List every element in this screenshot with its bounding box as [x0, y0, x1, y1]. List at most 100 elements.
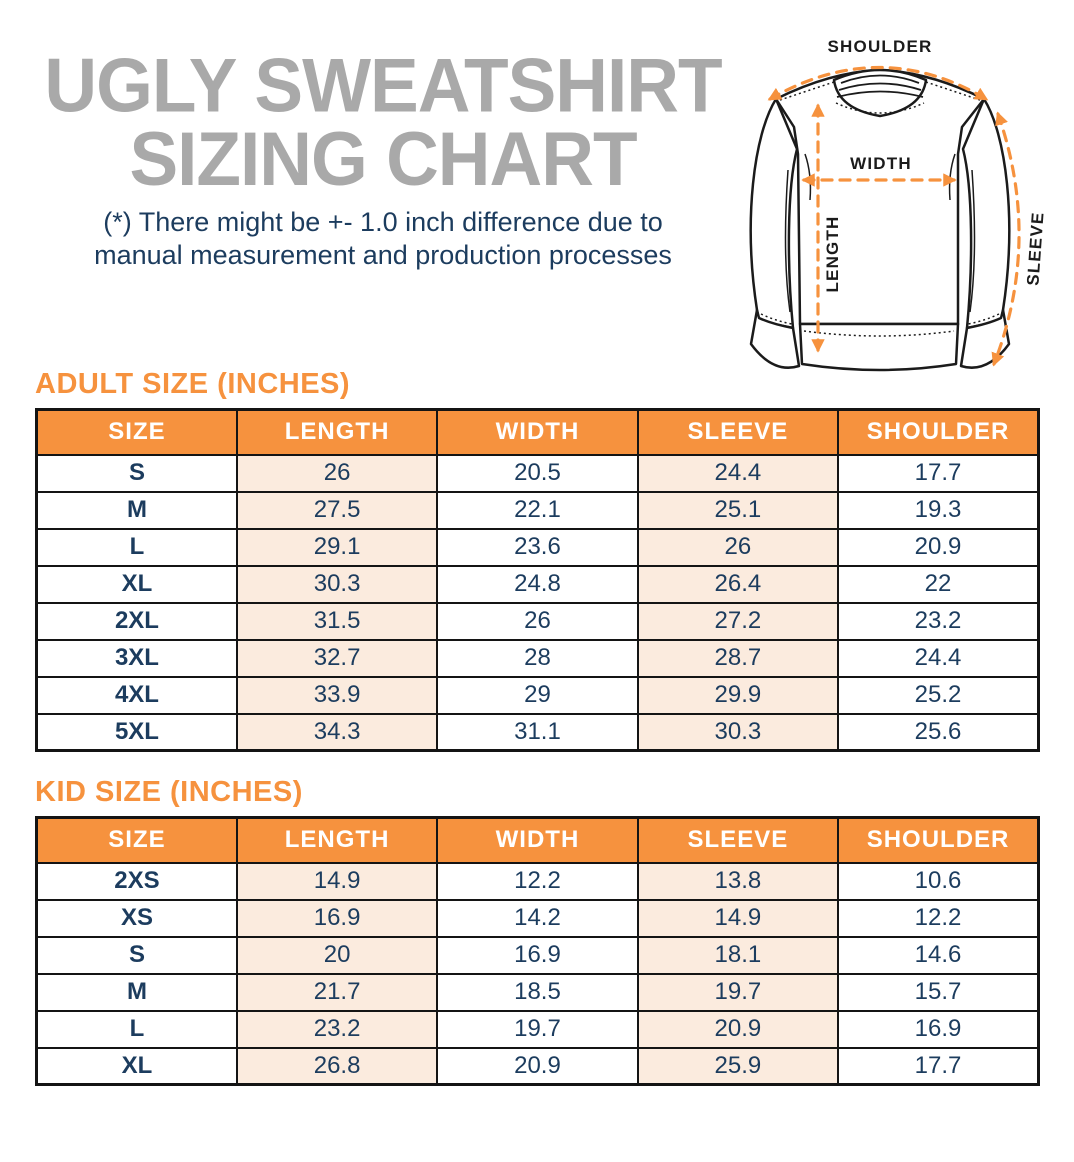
measurement-cell: 14.2 — [436, 898, 639, 938]
measurement-cell: 22 — [837, 564, 1040, 604]
measurement-cell: 24.4 — [837, 638, 1040, 678]
size-cell: L — [35, 527, 238, 567]
measurement-cell: 10.6 — [837, 861, 1040, 901]
measurement-cell: 32.7 — [235, 638, 439, 678]
column-header-width: WIDTH — [436, 816, 639, 864]
adult-size-heading: ADULT SIZE (INCHES) — [35, 368, 351, 400]
table-row: 2XL 31.5 26 27.2 23.2 — [35, 601, 1040, 641]
shoulder-measure-label: SHOULDER — [828, 37, 933, 56]
measurement-cell: 12.2 — [837, 898, 1040, 938]
table-row: 4XL 33.9 29 29.9 25.2 — [35, 675, 1040, 715]
measurement-cell: 25.9 — [636, 1046, 840, 1086]
measurement-cell: 24.4 — [636, 453, 840, 493]
table-row: 3XL 32.7 28 28.7 24.4 — [35, 638, 1040, 678]
measurement-cell: 16.9 — [436, 935, 639, 975]
kid-size-heading: KID SIZE (INCHES) — [35, 776, 303, 808]
column-header-sleeve: SLEEVE — [636, 408, 840, 456]
measurement-cell: 29 — [436, 675, 639, 715]
measurement-cell: 17.7 — [837, 1046, 1040, 1086]
stitch-seams — [760, 81, 1000, 337]
size-cell: L — [35, 1009, 238, 1049]
measurement-cell: 25.1 — [636, 490, 840, 530]
measurement-cell: 20.9 — [636, 1009, 840, 1049]
measurement-cell: 19.3 — [837, 490, 1040, 530]
column-header-size: SIZE — [35, 408, 238, 456]
measurement-cell: 16.9 — [837, 1009, 1040, 1049]
measurement-cell: 31.5 — [235, 601, 439, 641]
size-cell: 2XS — [35, 861, 238, 901]
table-row: L 23.2 19.7 20.9 16.9 — [35, 1009, 1040, 1049]
measurement-cell: 29.1 — [235, 527, 439, 567]
sleeve-arrow-icon — [991, 111, 1021, 367]
disclaimer-line1: (*) There might be +- 1.0 inch differenc… — [103, 206, 663, 237]
measurement-cell: 14.6 — [837, 935, 1040, 975]
size-cell: 2XL — [35, 601, 238, 641]
width-measure-label: WIDTH — [850, 154, 912, 173]
measurement-cell: 21.7 — [235, 972, 439, 1012]
column-header-shoulder: SHOULDER — [837, 816, 1040, 864]
measurement-cell: 13.8 — [636, 861, 840, 901]
measurement-cell: 26.4 — [636, 564, 840, 604]
length-measure-label: LENGTH — [823, 215, 842, 292]
page-title-line2: SIZING CHART — [129, 117, 637, 202]
column-header-length: LENGTH — [235, 816, 439, 864]
measurement-cell: 20.5 — [436, 453, 639, 493]
sweatshirt-outline-icon — [749, 68, 1011, 372]
measurement-cell: 24.8 — [436, 564, 639, 604]
measurement-cell: 30.3 — [235, 564, 439, 604]
kid-size-table: SIZE LENGTH WIDTH SLEEVE SHOULDER 2XS 14.9 12.… — [35, 816, 1040, 1086]
measurement-cell: 31.1 — [436, 712, 639, 752]
table-row: 5XL 34.3 31.1 30.3 25.6 — [35, 712, 1040, 752]
table-row: XS 16.9 14.2 14.9 12.2 — [35, 898, 1040, 938]
measurement-cell: 29.9 — [636, 675, 840, 715]
measurement-cell: 26 — [636, 527, 840, 567]
measurement-cell: 14.9 — [636, 898, 840, 938]
measurement-cell: 17.7 — [837, 453, 1040, 493]
kid-table-header-row: SIZE LENGTH WIDTH SLEEVE SHOULDER — [35, 816, 1040, 864]
disclaimer-line2: manual measurement and production proces… — [94, 239, 672, 270]
measurement-cell: 26 — [436, 601, 639, 641]
measurement-cell: 19.7 — [636, 972, 840, 1012]
measurement-cell: 26 — [235, 453, 439, 493]
measurement-cell: 20.9 — [436, 1046, 639, 1086]
shoulder-arrow-icon — [767, 65, 989, 101]
measurement-cell: 20 — [235, 935, 439, 975]
size-cell: 3XL — [35, 638, 238, 678]
page-title-line1: UGLY SWEATSHIRT — [44, 43, 722, 128]
measurement-cell: 22.1 — [436, 490, 639, 530]
measurement-cell: 28.7 — [636, 638, 840, 678]
measurement-cell: 16.9 — [235, 898, 439, 938]
table-row: XL 26.8 20.9 25.9 17.7 — [35, 1046, 1040, 1086]
measurement-cell: 23.2 — [837, 601, 1040, 641]
sleeve-measure-label: SLEEVE — [1023, 211, 1047, 286]
table-row: S 20 16.9 18.1 14.6 — [35, 935, 1040, 975]
measurement-cell: 18.5 — [436, 972, 639, 1012]
measurement-cell: 30.3 — [636, 712, 840, 752]
measurement-cell: 28 — [436, 638, 639, 678]
measurement-cell: 23.6 — [436, 527, 639, 567]
measurement-cell: 23.2 — [235, 1009, 439, 1049]
size-cell: S — [35, 935, 238, 975]
adult-size-table: SIZE LENGTH WIDTH SLEEVE SHOULDER S 26 20.5 24.… — [35, 408, 1040, 752]
size-cell: M — [35, 972, 238, 1012]
measurement-cell: 18.1 — [636, 935, 840, 975]
page-title: UGLY SWEATSHIRT SIZING CHART — [30, 43, 736, 202]
measurement-cell: 25.2 — [837, 675, 1040, 715]
table-row: XL 30.3 24.8 26.4 22 — [35, 564, 1040, 604]
table-row: M 27.5 22.1 25.1 19.3 — [35, 490, 1040, 530]
size-cell: 5XL — [35, 712, 238, 752]
column-header-shoulder: SHOULDER — [837, 408, 1040, 456]
column-header-size: SIZE — [35, 816, 238, 864]
column-header-sleeve: SLEEVE — [636, 816, 840, 864]
table-row: S 26 20.5 24.4 17.7 — [35, 453, 1040, 493]
measurement-cell: 20.9 — [837, 527, 1040, 567]
measurement-cell: 14.9 — [235, 861, 439, 901]
sweatshirt-diagram: SHOULDER WIDTH LENGTH SLEEVE — [730, 2, 1074, 392]
table-row: 2XS 14.9 12.2 13.8 10.6 — [35, 861, 1040, 901]
fold-lines — [784, 153, 976, 313]
measurement-cell: 27.2 — [636, 601, 840, 641]
measurement-disclaimer: (*) There might be +- 1.0 inch differenc… — [30, 206, 736, 272]
table-row: M 21.7 18.5 19.7 15.7 — [35, 972, 1040, 1012]
size-cell: XS — [35, 898, 238, 938]
